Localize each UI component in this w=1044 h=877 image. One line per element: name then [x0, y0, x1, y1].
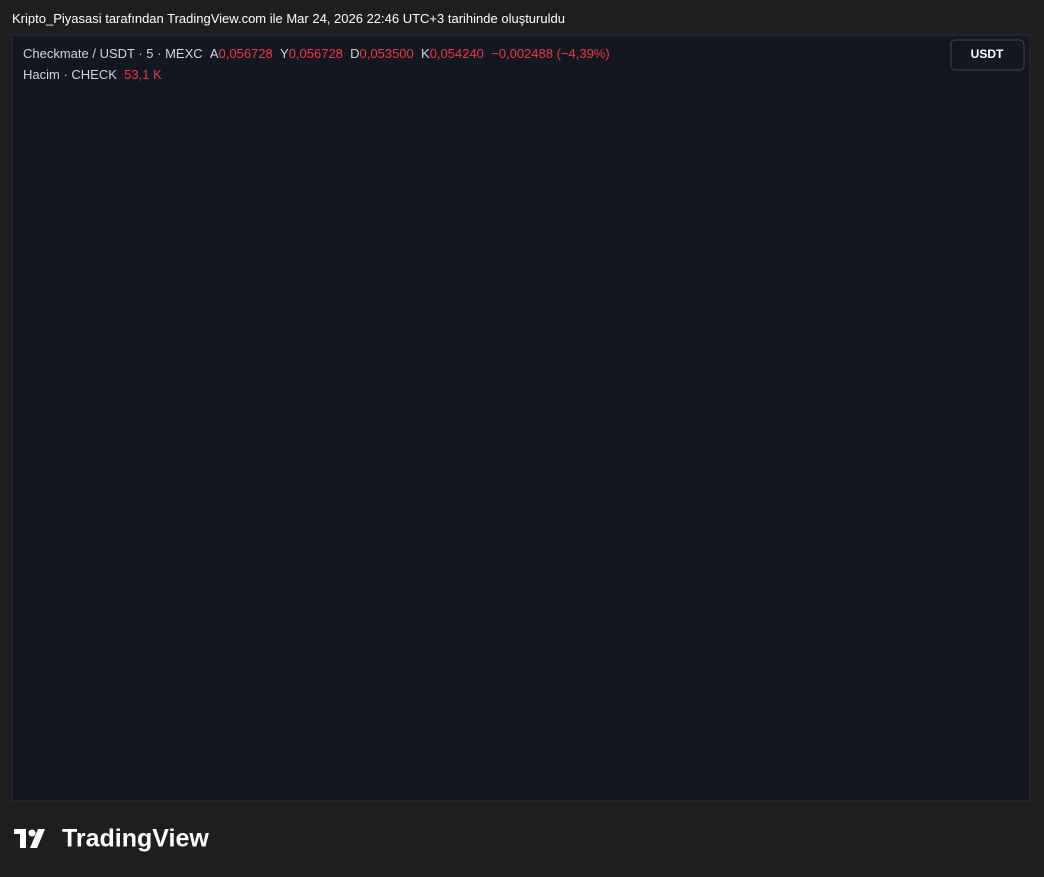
volume-text: 53,1 K — [124, 67, 162, 82]
ohlc-value: 0,054240 — [429, 46, 484, 61]
volume-row: Hacim · CHECK 53,1 K — [23, 67, 162, 82]
currency-button[interactable] — [950, 39, 1025, 71]
currency-text[interactable]: USDT — [971, 47, 1004, 61]
logo: TradingView — [14, 825, 209, 853]
ohlc-key: D — [350, 46, 360, 61]
chart-panel — [11, 34, 1031, 802]
ohlc-value: 0,053500 — [359, 46, 414, 61]
symbol: Checkmate / USDT · 5 · MEXC — [23, 46, 203, 61]
logo-text: TradingView — [62, 825, 209, 853]
ohlc-value: 0,056728 — [218, 46, 273, 61]
caption: Kripto_Piyasasi tarafından TradingView.c… — [12, 11, 565, 26]
volume-name: Hacim · CHECK — [23, 67, 117, 82]
ohlc-value: 0,056728 — [288, 46, 343, 61]
ohlc-key: A — [209, 46, 219, 61]
change: −0,002488 (−4,39%) — [491, 46, 610, 61]
ohlc-key: K — [421, 46, 430, 61]
legend-row: Checkmate / USDT · 5 · MEXC A0,056728 Y0… — [23, 46, 610, 61]
ohlc-key: Y — [280, 46, 289, 61]
